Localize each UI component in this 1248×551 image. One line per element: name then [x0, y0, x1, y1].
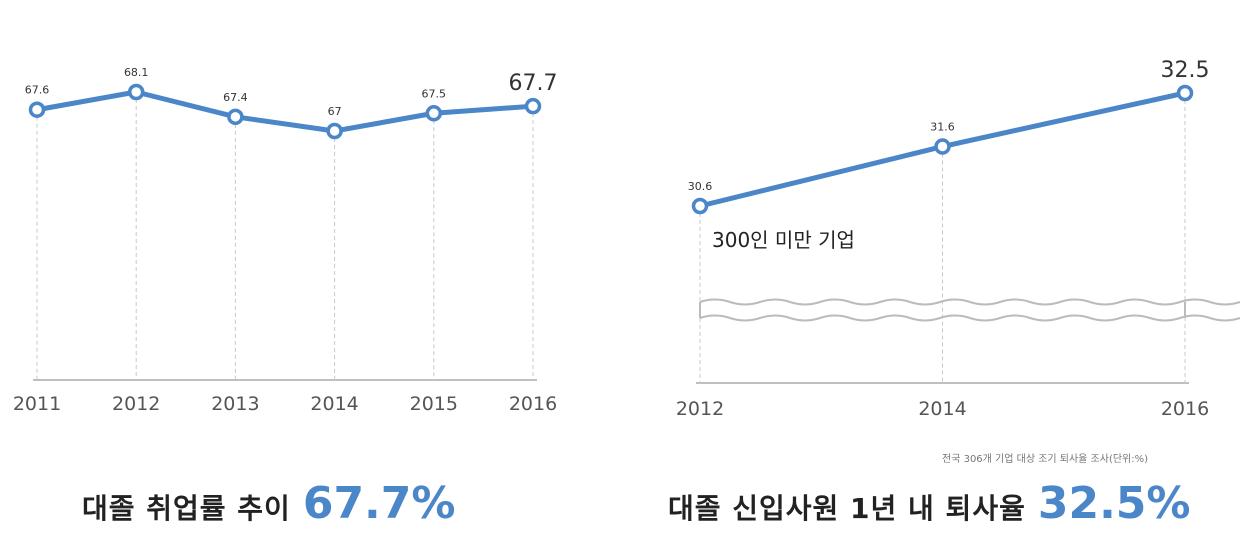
data-point [127, 83, 145, 101]
data-label: 31.6 [930, 121, 955, 134]
x-tick-label: 2014 [918, 398, 966, 420]
source-note: 전국 306개 기업 대상 조기 퇴사율 조사(단위:%) [942, 454, 1149, 465]
x-tick-label: 2011 [13, 393, 61, 415]
data-label: 67.4 [223, 91, 248, 104]
employment-rate-headline: 67.7% [302, 478, 456, 529]
data-point [691, 197, 709, 215]
data-point [1176, 84, 1194, 102]
data-point [227, 108, 244, 126]
x-tick-label: 2015 [410, 393, 458, 415]
data-point [934, 138, 951, 155]
x-tick-label: 2013 [211, 393, 259, 415]
axis-break-lower [699, 314, 1241, 322]
axis-break-upper [699, 298, 1241, 306]
resignation-rate-headline: 32.5% [1037, 478, 1191, 529]
x-tick-label: 2016 [1161, 398, 1209, 420]
x-tick-label: 2016 [509, 393, 557, 415]
series-label: 300인 미만 기업 [712, 228, 855, 252]
data-point [28, 101, 46, 118]
data-label: 67.6 [25, 84, 50, 97]
employment-rate-caption: 대졸 취업률 추이 67.7% [82, 478, 455, 538]
series-line [34, 89, 536, 134]
x-tick-label: 2012 [676, 398, 724, 420]
data-label: 68.1 [124, 66, 149, 79]
data-label: 32.5 [1161, 58, 1210, 83]
resignation-rate-title: 대졸 신입사원 1년 내 퇴사율 [668, 492, 1026, 525]
data-point [326, 122, 343, 140]
data-label: 30.6 [688, 180, 713, 193]
employment-rate-title: 대졸 취업률 추이 [82, 492, 291, 525]
data-label: 67 [328, 105, 342, 118]
data-label: 67.7 [509, 71, 558, 96]
x-tick-label: 2014 [310, 393, 358, 415]
resignation-rate-caption: 대졸 신입사원 1년 내 퇴사율 32.5% [668, 478, 1191, 538]
data-point [425, 105, 443, 122]
data-label: 67.5 [422, 87, 447, 100]
x-tick-label: 2012 [112, 393, 160, 415]
data-point [524, 97, 542, 115]
